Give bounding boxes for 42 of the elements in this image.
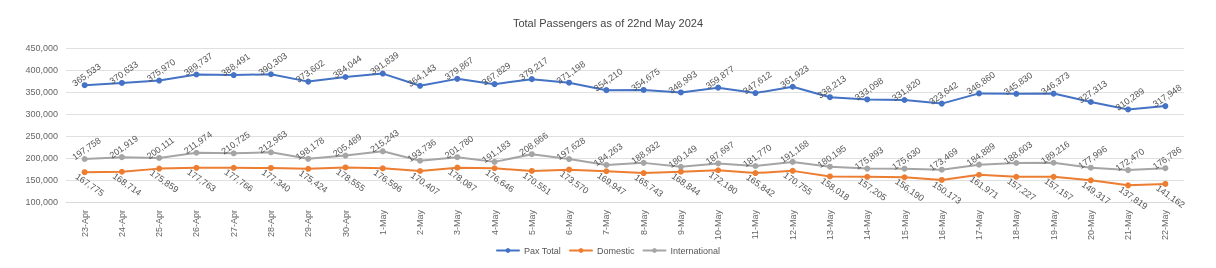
x-tick-label: 18-May [1011,209,1022,241]
x-tick-label: 6-May [564,209,575,236]
y-tick-label: 300,000 [25,109,58,119]
x-tick-label: 13-May [824,209,835,241]
chart-title: Total Passengers as of 22nd May 2024 [512,16,704,29]
legend-label: Pax Total [523,245,561,256]
y-tick-label: 450,000 [25,43,58,53]
x-tick-label: 25-Apr [154,210,165,238]
x-tick-label: 9-May [675,209,686,236]
x-tick-label: 20-May [1085,209,1096,241]
x-tick-label: 1-May [377,209,388,236]
x-tick-label: 7-May [601,209,612,236]
x-tick-label: 22-May [1160,209,1171,241]
legend-label: Domestic [596,245,635,256]
x-tick-label: 28-Apr [265,210,276,238]
x-tick-label: 17-May [974,209,985,241]
x-tick-label: 23-Apr [79,210,90,238]
x-tick-label: 24-Apr [116,210,127,238]
x-tick-label: 5-May [526,209,537,236]
x-tick-label: 29-Apr [303,210,314,238]
x-tick-label: 4-May [489,209,500,236]
x-tick-label: 8-May [638,209,649,236]
x-tick-label: 26-Apr [191,210,202,238]
x-tick-label: 11-May [750,209,761,240]
x-tick-label: 21-May [1123,209,1134,241]
legend-label: International [670,245,721,256]
y-tick-label: 200,000 [25,153,58,163]
x-tick-label: 10-May [713,209,724,241]
y-tick-label: 400,000 [25,65,58,75]
x-tick-label: 19-May [1048,209,1059,241]
y-tick-label: 350,000 [25,87,58,97]
x-tick-label: 12-May [787,209,798,241]
x-tick-label: 2-May [415,209,426,236]
x-tick-label: 15-May [899,209,910,241]
x-tick-label: 30-Apr [340,210,351,238]
y-tick-label: 250,000 [25,131,58,141]
x-tick-label: 27-Apr [228,210,239,238]
y-tick-label: 150,000 [25,175,58,185]
x-tick-label: 14-May [862,209,873,241]
x-tick-label: 3-May [452,209,463,236]
y-tick-label: 100,000 [25,197,58,207]
x-tick-label: 16-May [936,209,947,241]
